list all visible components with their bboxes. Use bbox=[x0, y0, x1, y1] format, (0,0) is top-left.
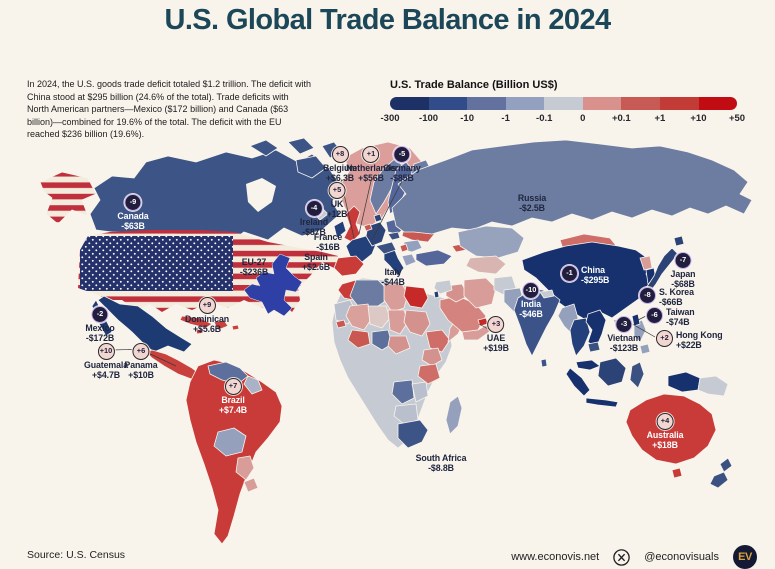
island-borneo bbox=[597, 357, 627, 387]
legend-segment-4 bbox=[544, 97, 583, 110]
region-asia bbox=[391, 139, 753, 408]
legend-tick-labels: -300 -100 -10 -1 -0.1 0 +0.1 +1 +10 +50 bbox=[380, 113, 745, 125]
legend-tick: -100 bbox=[419, 113, 439, 124]
country-paraguay bbox=[235, 455, 255, 481]
legend-title: U.S. Trade Balance (Billion US$) bbox=[390, 79, 558, 91]
country-netherlands bbox=[363, 223, 373, 232]
country-nigeria bbox=[371, 329, 393, 351]
region-south-america bbox=[185, 359, 283, 545]
legend-segment-6 bbox=[621, 97, 660, 110]
country-ireland bbox=[333, 220, 347, 239]
country-spain-portugal bbox=[333, 255, 365, 277]
island-new-guinea-west bbox=[667, 371, 701, 393]
country-uk bbox=[343, 205, 361, 243]
legend-tick: -0.1 bbox=[536, 113, 553, 124]
country-malaysia bbox=[575, 359, 601, 371]
country-new-zealand bbox=[719, 457, 733, 473]
country-ethiopia bbox=[425, 329, 451, 353]
x-social-icon[interactable] bbox=[613, 548, 630, 566]
legend: U.S. Trade Balance (Billion US$) -300 -10… bbox=[380, 79, 745, 125]
legend-tick: -10 bbox=[460, 113, 474, 124]
country-nepal bbox=[539, 289, 555, 299]
footer-branding: www.econovis.net @econovisuals EV bbox=[511, 545, 757, 569]
country-uruguay bbox=[243, 477, 259, 493]
island-sulawesi bbox=[629, 361, 645, 389]
country-guyana bbox=[243, 375, 263, 395]
country-turkey bbox=[415, 249, 453, 267]
legend-segment-8 bbox=[698, 97, 737, 110]
country-cuba bbox=[179, 315, 213, 329]
website-link[interactable]: www.econovis.net bbox=[511, 551, 600, 563]
social-handle[interactable]: @econovisuals bbox=[644, 551, 719, 563]
country-madagascar bbox=[445, 395, 463, 435]
country-australia bbox=[625, 393, 717, 465]
country-cambodia bbox=[587, 341, 601, 353]
legend-tick: -300 bbox=[380, 113, 400, 124]
hudson-bay bbox=[246, 178, 276, 212]
country-alaska bbox=[39, 171, 97, 225]
country-greece bbox=[401, 253, 417, 267]
country-iran bbox=[463, 277, 497, 309]
legend-segment-0 bbox=[390, 97, 429, 110]
country-uzbekistan bbox=[465, 255, 507, 275]
country-hispaniola bbox=[213, 319, 229, 331]
country-angola bbox=[391, 379, 415, 405]
country-philippines bbox=[633, 319, 647, 343]
island-tasmania bbox=[671, 467, 683, 479]
country-taiwan bbox=[631, 313, 641, 327]
legend-segment-7 bbox=[659, 97, 699, 110]
country-tanzania bbox=[417, 363, 441, 385]
country-india bbox=[513, 287, 561, 357]
legend-tick: -1 bbox=[501, 113, 510, 124]
country-egypt bbox=[403, 285, 429, 309]
legend-segment-5 bbox=[582, 97, 622, 110]
country-niger bbox=[367, 305, 391, 329]
country-chad bbox=[387, 309, 409, 335]
legend-tick: 0 bbox=[580, 113, 586, 124]
country-syria-jordan bbox=[433, 279, 453, 295]
legend-tick: +1 bbox=[654, 113, 666, 124]
country-denmark bbox=[373, 213, 383, 223]
legend-segment-3 bbox=[505, 97, 545, 110]
country-israel bbox=[433, 290, 440, 299]
island-java bbox=[585, 397, 619, 408]
country-mali bbox=[345, 303, 373, 331]
country-png bbox=[697, 375, 729, 397]
country-zambia bbox=[411, 381, 429, 403]
country-kazakhstan bbox=[457, 225, 525, 259]
country-alps bbox=[375, 241, 397, 255]
legend-tick: +0.1 bbox=[611, 113, 631, 124]
island-hainan bbox=[613, 318, 622, 327]
legend-tick: +10 bbox=[690, 113, 707, 124]
country-bolivia bbox=[213, 427, 247, 457]
country-cameroon bbox=[387, 335, 411, 355]
country-mexico bbox=[97, 295, 193, 353]
legend-color-scale bbox=[390, 97, 737, 110]
country-usa-flag bbox=[78, 230, 338, 312]
legend-segment-1 bbox=[428, 97, 468, 110]
econovis-logo: EV bbox=[733, 545, 757, 569]
country-south-africa bbox=[397, 419, 429, 449]
region-central-america bbox=[145, 349, 201, 381]
country-libya bbox=[383, 283, 409, 313]
country-sudan bbox=[403, 309, 431, 337]
region-oceania bbox=[625, 393, 733, 489]
country-sri-lanka bbox=[540, 358, 548, 368]
region-africa bbox=[331, 277, 467, 449]
island-sumatra bbox=[565, 367, 591, 397]
legend-tick: +50 bbox=[728, 113, 746, 124]
page-title: U.S. Global Trade Balance in 2024 bbox=[164, 4, 612, 36]
country-north-korea bbox=[639, 255, 653, 271]
intro-text: In 2024, the U.S. goods trade deficit to… bbox=[27, 79, 312, 140]
country-ghana bbox=[347, 329, 371, 349]
country-russia bbox=[391, 139, 753, 235]
source-credit: Source: U.S. Census bbox=[27, 549, 126, 561]
country-kenya bbox=[421, 347, 443, 367]
eu27-inset-map bbox=[243, 253, 303, 317]
legend-segment-2 bbox=[467, 97, 506, 110]
